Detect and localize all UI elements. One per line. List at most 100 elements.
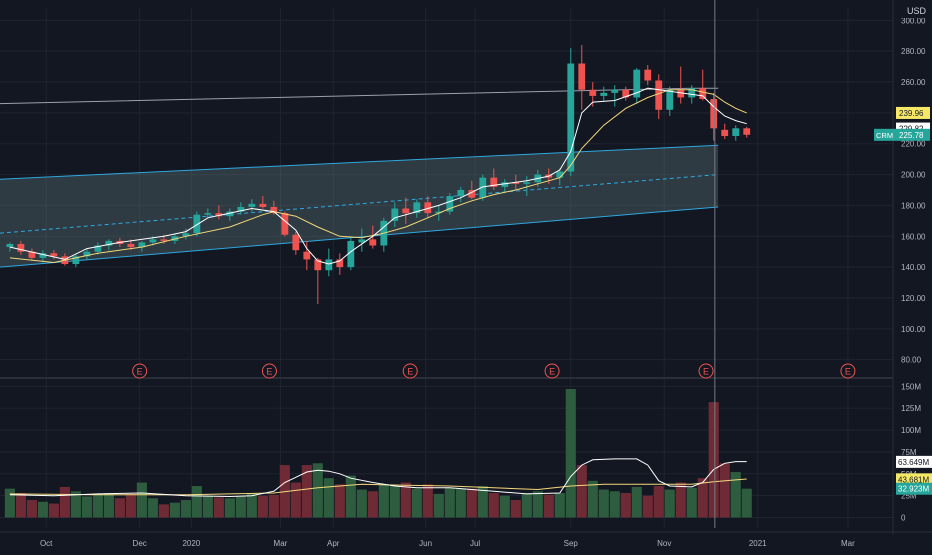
candle-body[interactable] [369, 239, 377, 246]
earnings-marker[interactable]: E [840, 363, 856, 379]
candle-body[interactable] [292, 234, 300, 251]
candle-body[interactable] [479, 177, 487, 198]
volume-bars[interactable] [4, 388, 752, 518]
candle[interactable] [501, 179, 509, 194]
earnings-marker[interactable]: E [544, 363, 560, 379]
volume-bar[interactable] [444, 487, 455, 518]
candle-body[interactable] [413, 202, 421, 214]
candle-body[interactable] [589, 89, 597, 96]
volume-bar[interactable] [180, 500, 191, 518]
candle-body[interactable] [611, 89, 619, 93]
candle-body[interactable] [622, 89, 630, 98]
candle[interactable] [325, 248, 333, 277]
candle[interactable] [710, 92, 718, 141]
volume-bar[interactable] [224, 498, 235, 518]
candle-body[interactable] [512, 182, 520, 184]
candle-body[interactable] [677, 89, 685, 98]
volume-bar[interactable] [477, 486, 488, 518]
volume-bar[interactable] [697, 478, 708, 518]
volume-bar[interactable] [70, 491, 81, 518]
candle-body[interactable] [127, 243, 135, 248]
candle-body[interactable] [39, 253, 47, 258]
volume-bar[interactable] [334, 484, 345, 518]
volume-bar[interactable] [587, 480, 598, 518]
volume-bar[interactable] [686, 487, 697, 518]
volume-bar[interactable] [15, 493, 26, 518]
volume-bar[interactable] [730, 472, 741, 518]
channel-mid-line[interactable] [0, 174, 719, 234]
earnings-marker[interactable]: E [402, 363, 418, 379]
candle-body[interactable] [567, 63, 575, 172]
volume-bar[interactable] [191, 486, 202, 518]
candle[interactable] [248, 199, 256, 212]
candle[interactable] [303, 240, 311, 271]
channel-upper-line[interactable] [0, 144, 719, 180]
candle[interactable] [237, 202, 245, 215]
volume-bar[interactable] [92, 493, 103, 518]
volume-bar[interactable] [609, 491, 620, 518]
volume-bar[interactable] [345, 475, 356, 518]
candle[interactable] [424, 196, 432, 218]
volume-bar[interactable] [554, 493, 565, 518]
candle[interactable] [347, 236, 355, 271]
volume-bar[interactable] [59, 486, 70, 518]
currency-label[interactable]: USD [907, 6, 927, 16]
candle[interactable] [138, 240, 146, 252]
volume-bar[interactable] [532, 491, 543, 518]
volume-bar[interactable] [356, 489, 367, 518]
volume-bar[interactable] [169, 502, 180, 518]
candle-body[interactable] [270, 206, 278, 214]
candle-body[interactable] [490, 177, 498, 187]
candle-body[interactable] [710, 99, 718, 129]
volume-bar[interactable] [576, 465, 587, 518]
volume-bar[interactable] [103, 493, 114, 518]
candle-body[interactable] [226, 211, 234, 217]
volume-bar[interactable] [312, 463, 323, 518]
candle-body[interactable] [391, 208, 399, 221]
candle-body[interactable] [281, 213, 289, 235]
candle[interactable] [182, 228, 190, 240]
candle-body[interactable] [94, 245, 102, 252]
volume-bar[interactable] [136, 482, 147, 518]
candle-body[interactable] [204, 213, 212, 215]
volume-bar[interactable] [158, 504, 169, 518]
volume-bar[interactable] [202, 495, 213, 518]
volume-bar[interactable] [708, 402, 719, 518]
candle[interactable] [215, 205, 223, 220]
volume-bar[interactable] [433, 493, 444, 518]
candle-body[interactable] [50, 253, 58, 257]
candle-body[interactable] [347, 240, 355, 268]
candle-body[interactable] [468, 190, 476, 198]
volume-bar[interactable] [422, 484, 433, 518]
volume-bar[interactable] [235, 496, 246, 518]
candle-body[interactable] [435, 211, 443, 214]
candle-body[interactable] [721, 129, 729, 137]
volume-bar[interactable] [81, 496, 92, 518]
candle-body[interactable] [215, 213, 223, 217]
volume-bar[interactable] [48, 503, 59, 518]
candle-body[interactable] [732, 128, 740, 137]
candle[interactable] [490, 168, 498, 190]
candle[interactable] [677, 66, 685, 104]
candle-body[interactable] [424, 202, 432, 214]
volume-bar[interactable] [598, 489, 609, 518]
volume-bar[interactable] [125, 493, 136, 518]
volume-bar[interactable] [675, 482, 686, 518]
volume-bar[interactable] [653, 486, 664, 518]
candle[interactable] [72, 254, 80, 268]
candle[interactable] [743, 126, 751, 138]
candle-body[interactable] [446, 196, 454, 212]
candle-body[interactable] [336, 259, 344, 268]
currency-label-group[interactable]: USD [901, 4, 929, 18]
volume-bar[interactable] [719, 463, 730, 518]
earnings-marker[interactable]: E [261, 363, 277, 379]
volume-bar[interactable] [268, 494, 279, 518]
candle[interactable] [556, 168, 564, 186]
candle[interactable] [17, 240, 25, 255]
candle-body[interactable] [655, 80, 663, 110]
candle-body[interactable] [83, 251, 91, 257]
candle[interactable] [204, 208, 212, 218]
candle[interactable] [314, 257, 322, 305]
